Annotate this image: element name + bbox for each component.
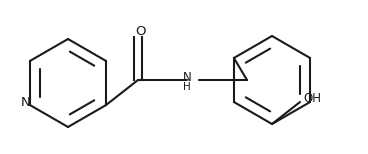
Text: O: O (135, 24, 145, 38)
Text: N: N (183, 71, 191, 83)
Text: N: N (21, 95, 31, 109)
Text: OH: OH (303, 91, 321, 105)
Text: H: H (183, 82, 191, 92)
